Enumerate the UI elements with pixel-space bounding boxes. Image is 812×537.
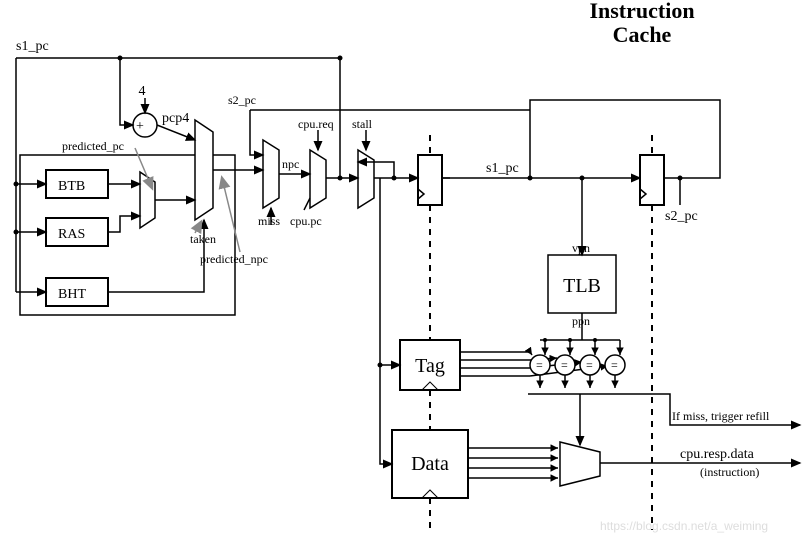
label-miss: miss — [258, 214, 280, 228]
cmp-3-eq: = — [586, 358, 593, 372]
wire-cpu-pc — [304, 198, 310, 210]
wire-pcp4-mux — [157, 125, 195, 140]
dot-ppn-3 — [593, 338, 597, 342]
reg-s1pc — [418, 155, 442, 205]
dot-ppn-1 — [543, 338, 547, 342]
title-line1: Instruction — [589, 0, 694, 23]
title-line2: Cache — [613, 22, 672, 47]
dot-in-ras — [14, 230, 19, 235]
data-label: Data — [411, 453, 449, 475]
bht-label: BHT — [58, 287, 86, 302]
label-ppn: ppn — [572, 314, 590, 328]
dot-vpn — [580, 176, 585, 181]
wire-s2pc-fb — [530, 100, 720, 178]
tag-label: Tag — [415, 355, 445, 377]
cmp-4-eq: = — [611, 358, 618, 372]
label-predicted-npc: predicted_npc — [200, 252, 268, 266]
label-taken: taken — [190, 232, 216, 246]
wire-to-tag — [380, 178, 400, 365]
label-npc: npc — [282, 157, 299, 171]
mux-btb-ras — [140, 172, 155, 228]
label-if-miss: If miss, trigger refill — [672, 409, 770, 423]
dot-s2pc-out — [678, 176, 683, 181]
tlb-label: TLB — [563, 275, 601, 297]
mux-stall — [358, 150, 374, 208]
adder-plus: + — [136, 119, 144, 134]
label-vpn: vpn — [572, 241, 590, 255]
label-s2pc-top: s2_pc — [228, 93, 256, 107]
label-instruction: (instruction) — [700, 465, 759, 479]
label-cpu-pc: cpu.pc — [290, 214, 322, 228]
label-cpu-resp: cpu.resp.data — [680, 447, 755, 462]
mux-pcp4-pred — [195, 120, 213, 220]
label-s2pc-right: s2_pc — [665, 209, 698, 224]
watermark: https://blog.csdn.net/a_weiming — [600, 519, 768, 533]
mux-data — [560, 442, 600, 486]
cmp-1-eq: = — [536, 358, 543, 372]
label-stall: stall — [352, 117, 373, 131]
dot-s1pc-adder — [118, 56, 123, 61]
label-s1pc-mid: s1_pc — [486, 161, 519, 176]
cmp-2-eq: = — [561, 358, 568, 372]
mux-npc — [263, 140, 279, 208]
label-cpu-req: cpu.req — [298, 117, 334, 131]
label-predicted-pc: predicted_pc — [62, 139, 124, 153]
label-4: 4 — [139, 84, 146, 99]
dot-in-btb — [14, 182, 19, 187]
mux-cpupc — [310, 150, 326, 208]
dot-ppn-2 — [568, 338, 572, 342]
wire-s2pc-to-mux — [250, 110, 263, 155]
diagram-canvas: Instruction Cache BTB RAS BHT + 4 pcp4 p… — [0, 0, 812, 537]
wire-s1pc-adder — [120, 58, 133, 125]
wire-tag-c1 — [530, 352, 532, 355]
ras-label: RAS — [58, 227, 85, 242]
btb-label: BTB — [58, 179, 85, 194]
label-s1pc-top: s1_pc — [16, 39, 49, 54]
reg-s2pc — [640, 155, 664, 205]
wire-to-data — [380, 365, 392, 464]
label-pcp4: pcp4 — [162, 111, 189, 126]
